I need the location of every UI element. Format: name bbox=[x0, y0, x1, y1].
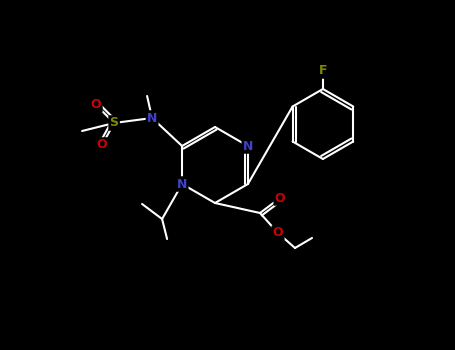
Text: O: O bbox=[97, 139, 107, 152]
Text: O: O bbox=[91, 98, 101, 112]
Text: F: F bbox=[318, 64, 327, 77]
Text: N: N bbox=[147, 112, 157, 125]
Text: O: O bbox=[275, 191, 285, 204]
Text: O: O bbox=[273, 226, 283, 239]
Text: N: N bbox=[243, 140, 253, 153]
Text: S: S bbox=[110, 117, 119, 130]
Text: N: N bbox=[177, 177, 187, 190]
